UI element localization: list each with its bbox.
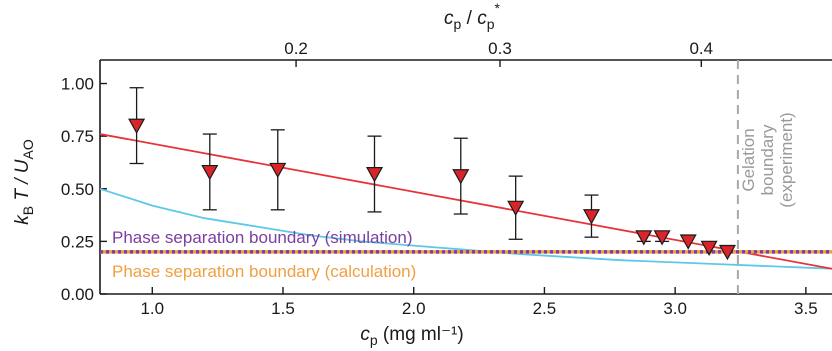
x-tick-label: 2.5 (533, 299, 557, 318)
top-axis: 0.2 0.3 0.4 (100, 39, 832, 67)
data-point (653, 230, 671, 246)
triangle-marker (452, 169, 470, 185)
triangle-marker (653, 230, 671, 246)
annotation-simulation: Phase separation boundary (simulation) (112, 228, 413, 247)
annotations: Phase separation boundary (simulation) Ph… (112, 112, 796, 281)
triangle-marker (718, 244, 736, 261)
triangle-marker (635, 230, 653, 246)
x-tick-label: 1.0 (140, 299, 164, 318)
data-point (128, 87, 146, 165)
triangle-marker (582, 209, 601, 225)
triangle-marker (365, 167, 384, 183)
y-axis-title: kB T / UAO (12, 139, 36, 225)
y-tick-label: 0.75 (61, 127, 94, 146)
y-tick-label: 0.00 (61, 285, 94, 304)
triangle-marker (128, 118, 146, 134)
x-tick-label: 2.0 (402, 299, 426, 318)
x-tick-label: 1.5 (271, 299, 295, 318)
data-point (635, 230, 653, 246)
data-point (365, 135, 384, 213)
triangle-marker (507, 200, 525, 217)
annotation-calculation: Phase separation boundary (calculation) (112, 262, 416, 281)
data-point (452, 137, 470, 215)
x-axis-title: cp (mg ml⁻¹) (360, 324, 463, 348)
top-tick-label: 0.4 (689, 39, 713, 58)
data-points (128, 87, 736, 261)
data-point (201, 133, 219, 211)
x-tick-label: 3.0 (663, 299, 687, 318)
y-tick-label: 0.25 (61, 232, 94, 251)
data-point (700, 240, 718, 257)
y-axis: 0.00 0.25 0.50 0.75 1.00 (61, 60, 107, 304)
gelation-label: Gelationboundary(experiment) (739, 112, 796, 207)
x-axis: 1.0 1.5 2.0 2.5 3.0 3.5 (100, 287, 832, 318)
data-point (269, 129, 287, 211)
y-tick-label: 1.00 (61, 75, 94, 94)
triangle-marker (679, 234, 697, 250)
top-tick-label: 0.3 (488, 39, 512, 58)
triangle-marker (269, 162, 287, 179)
data-point (679, 234, 697, 250)
top-tick-label: 0.2 (284, 39, 308, 58)
data-point (582, 194, 601, 238)
triangle-marker (700, 240, 718, 257)
x-tick-label: 3.5 (794, 299, 818, 318)
y-tick-label: 0.50 (61, 180, 94, 199)
data-point (718, 244, 736, 261)
theory-curve (100, 187, 832, 270)
top-axis-title: cp / cp* (444, 0, 500, 32)
triangle-marker (201, 164, 219, 181)
data-point (507, 175, 525, 240)
